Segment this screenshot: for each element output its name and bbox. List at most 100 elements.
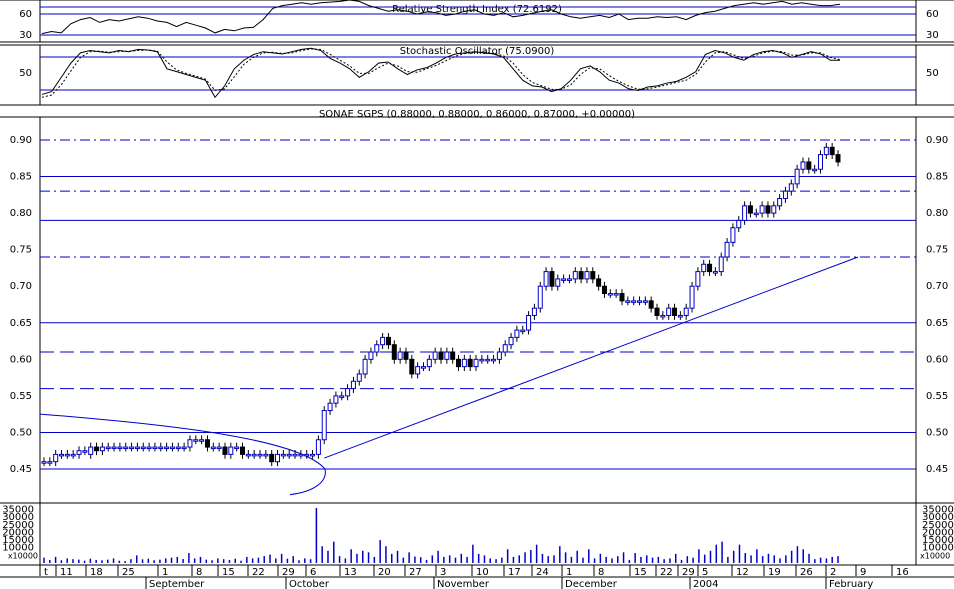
volume-unit-label-right: x10000 bbox=[920, 551, 950, 560]
candle-body bbox=[199, 439, 205, 442]
candle-body bbox=[835, 154, 841, 163]
rsi-tick-label-right: 60 bbox=[926, 9, 939, 20]
candle-body bbox=[782, 190, 788, 199]
candle-body bbox=[479, 358, 485, 362]
candle-body bbox=[794, 168, 800, 185]
candle-body bbox=[111, 446, 117, 450]
candle-body bbox=[829, 146, 835, 156]
price-tick-label-left: 0.75 bbox=[10, 245, 32, 256]
month-label: October bbox=[289, 579, 330, 589]
candle-body bbox=[204, 439, 210, 448]
candle-body bbox=[450, 351, 456, 360]
price-tick-label-left: 0.85 bbox=[10, 172, 32, 183]
candle-body bbox=[59, 453, 65, 457]
month-label: November bbox=[437, 579, 490, 589]
price-tick-label-right: 0.50 bbox=[926, 427, 948, 438]
volume-tick-label-right: 15000 bbox=[922, 535, 954, 546]
candle-body bbox=[742, 205, 748, 221]
price-tick-label-left: 0.55 bbox=[10, 391, 32, 402]
candle-body bbox=[508, 336, 514, 346]
price-panel: SONAE SGPS (0.88000, 0.88000, 0.86000, 0… bbox=[0, 109, 954, 504]
candle-body bbox=[222, 446, 228, 455]
candle-body bbox=[94, 446, 100, 452]
candle-body bbox=[251, 453, 257, 457]
candle-body bbox=[432, 351, 438, 360]
candle-body bbox=[123, 446, 129, 450]
volume-tick-label-right: 30000 bbox=[922, 512, 954, 523]
candle-body bbox=[280, 453, 286, 457]
candle-body bbox=[88, 446, 94, 455]
date-tick-label: 24 bbox=[536, 567, 549, 578]
candle-body bbox=[292, 453, 298, 457]
candle-body bbox=[502, 344, 508, 353]
candle-body bbox=[520, 329, 526, 333]
candle-body bbox=[666, 307, 672, 316]
date-tick-label: 29 bbox=[682, 567, 695, 578]
candle-body bbox=[724, 241, 730, 258]
rsi-tick-label-left: 60 bbox=[19, 9, 32, 20]
price-tick-label-left: 0.80 bbox=[10, 208, 32, 219]
stochastic-d-line bbox=[41, 48, 841, 98]
candle-body bbox=[146, 446, 152, 450]
stochastic-panel: Stochastic Oscillator (75.0900) 50 50 bbox=[0, 44, 954, 106]
date-tick-label: 8 bbox=[598, 567, 604, 578]
candle-body bbox=[53, 453, 59, 463]
candle-body bbox=[496, 351, 502, 360]
candle-body bbox=[637, 300, 642, 303]
date-tick-label: 22 bbox=[252, 567, 265, 578]
candle-body bbox=[578, 271, 584, 280]
candle-body bbox=[514, 329, 520, 338]
candle-body bbox=[607, 293, 613, 296]
date-tick-label: 1 bbox=[162, 567, 168, 578]
candle-body bbox=[777, 197, 783, 207]
candle-body bbox=[105, 446, 111, 450]
candle-body bbox=[473, 358, 479, 368]
candle-body bbox=[712, 271, 718, 274]
rsi-tick-label-right: 30 bbox=[926, 30, 939, 41]
candle-body bbox=[747, 205, 753, 214]
candle-body bbox=[269, 453, 275, 463]
candle-body bbox=[566, 278, 572, 281]
volume-tick-label-left: 30000 bbox=[2, 512, 34, 523]
candle-body bbox=[333, 395, 339, 404]
candle-body bbox=[596, 278, 602, 287]
date-tick-label: 6 bbox=[310, 567, 316, 578]
candle-body bbox=[648, 300, 654, 309]
volume-tick-label-right: 20000 bbox=[922, 527, 954, 538]
candle-body bbox=[806, 161, 812, 170]
month-label: September bbox=[149, 579, 205, 589]
candle-body bbox=[619, 293, 625, 302]
candle-body bbox=[286, 453, 292, 457]
date-tick-label: 16 bbox=[896, 567, 909, 578]
candle-body bbox=[584, 271, 590, 280]
candle-body bbox=[380, 336, 386, 346]
candle-body bbox=[753, 212, 759, 216]
rsi-panel: Relative Strength Index (72.6192) 30 30 60… bbox=[0, 0, 954, 43]
candle-body bbox=[298, 453, 304, 457]
candle-body bbox=[817, 154, 823, 170]
volume-tick-label-right: 35000 bbox=[922, 505, 954, 516]
price-tick-label-right: 0.65 bbox=[926, 318, 948, 329]
price-tick-label-left: 0.90 bbox=[10, 135, 32, 146]
candle-body bbox=[345, 388, 351, 397]
date-tick-label: 22 bbox=[660, 567, 673, 578]
date-tick-label: 27 bbox=[409, 567, 422, 578]
date-tick-label: 20 bbox=[378, 567, 391, 578]
price-tick-label-left: 0.65 bbox=[10, 318, 32, 329]
rsi-title: Relative Strength Index (72.6192) bbox=[392, 4, 562, 15]
candle-body bbox=[315, 439, 321, 455]
date-tick-label: 26 bbox=[800, 567, 813, 578]
candle-body bbox=[543, 271, 549, 287]
candle-body bbox=[391, 344, 397, 360]
candle-body bbox=[718, 256, 724, 273]
date-tick-label: t bbox=[44, 567, 48, 578]
candle-body bbox=[572, 271, 578, 280]
candle-body bbox=[531, 307, 537, 316]
candle-body bbox=[70, 453, 76, 457]
candle-body bbox=[689, 285, 695, 309]
candle-body bbox=[164, 446, 170, 450]
month-label: December bbox=[565, 579, 618, 589]
candle-body bbox=[561, 278, 567, 281]
